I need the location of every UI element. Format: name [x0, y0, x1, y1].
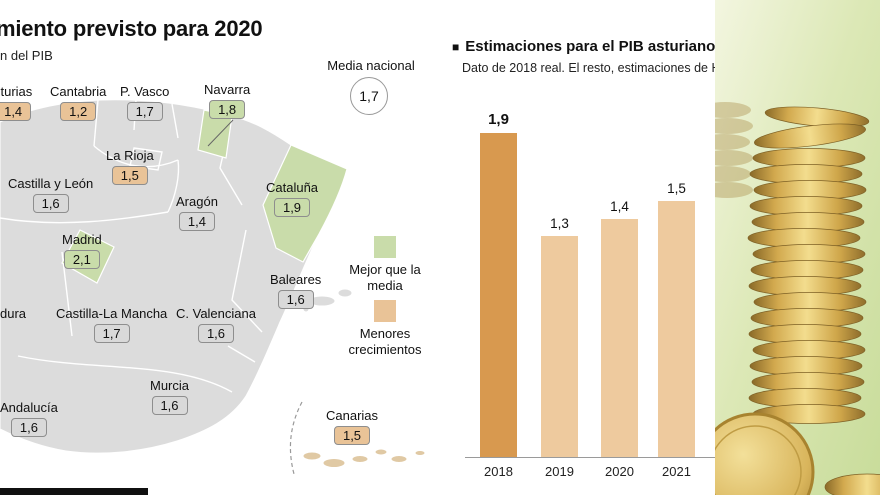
navarra-pointer-line — [207, 119, 234, 147]
region-value-badge: 1,6 — [197, 324, 234, 343]
region-label: dura — [0, 306, 27, 321]
chart-subtitle: Dato de 2018 real. El resto, estimacione… — [462, 61, 763, 75]
bar-2020 — [601, 219, 638, 458]
region-label: Baleares — [270, 272, 322, 287]
bar-group-2021: 1,5 2021 — [656, 110, 697, 479]
coin-face — [715, 412, 815, 495]
region-label: P. Vasco — [120, 84, 170, 99]
legend-better-label: Mejor que la media — [349, 262, 421, 293]
bar-2019 — [541, 236, 578, 458]
bar-2021 — [658, 201, 695, 458]
region-label: C. Valenciana — [176, 306, 256, 321]
bar-group-2019: 1,3 2019 — [539, 110, 580, 479]
region-aragon: Aragón 1,4 — [176, 194, 218, 231]
region-extremadura: dura — [0, 306, 26, 321]
region-cantabria: Cantabria 1,2 — [50, 84, 106, 121]
chart-title: ■ Estimaciones para el PIB asturiano — [452, 38, 715, 55]
bar-value-label: 1,4 — [610, 199, 629, 214]
bottom-edge-bar — [0, 488, 148, 495]
bar-value-label: 1,3 — [550, 216, 569, 231]
region-value-badge: 1,5 — [111, 166, 148, 185]
region-murcia: Murcia 1,6 — [150, 378, 189, 415]
region-pvasco: P. Vasco 1,7 — [120, 84, 169, 121]
region-larioja: La Rioja 1,5 — [106, 148, 154, 185]
bar-group-2018: 1,9 2018 — [478, 110, 519, 479]
national-average-value: 1,7 — [350, 77, 388, 115]
region-asturias: sturias 1,4 — [0, 84, 32, 121]
region-label: Canarias — [326, 408, 379, 423]
region-value-badge: 1,6 — [151, 396, 188, 415]
bar-value-label: 1,9 — [488, 111, 509, 128]
coin-stack — [747, 106, 880, 495]
region-madrid: Madrid 2,1 — [62, 232, 102, 269]
canarias-inset-divider — [289, 401, 303, 475]
region-label: Castilla-La Mancha — [56, 306, 168, 321]
region-label: Aragón — [176, 194, 218, 209]
section-bullet-icon: ■ — [452, 40, 460, 54]
legend-green-swatch — [374, 236, 396, 258]
region-value-badge: 1,8 — [209, 100, 246, 119]
page-subtitle: n del PIB — [0, 48, 53, 63]
region-label: Cataluña — [266, 180, 319, 195]
bar-chart: 1,9 2018 1,3 2019 1,4 2020 1,5 2021 — [453, 110, 723, 479]
region-label: La Rioja — [106, 148, 154, 163]
national-average-label: Media nacional — [327, 58, 415, 73]
region-value-badge: 1,9 — [274, 198, 311, 217]
region-castillayleon: Castilla y León 1,6 — [8, 176, 93, 213]
region-value-badge: 1,6 — [32, 194, 69, 213]
x-axis-line — [465, 457, 721, 458]
blurred-coin-stack — [715, 102, 753, 198]
region-canarias: Canarias 1,5 — [326, 408, 378, 445]
region-value-badge: 1,5 — [334, 426, 371, 445]
bar-group-2020: 1,4 2020 — [599, 110, 640, 479]
region-value-badge: 2,1 — [63, 250, 100, 269]
region-value-badge: 1,4 — [0, 102, 32, 121]
region-cvalenciana: C. Valenciana 1,6 — [176, 306, 256, 343]
chart-title-text: Estimaciones para el PIB asturiano — [465, 38, 716, 55]
coins-photo-art — [715, 0, 880, 495]
region-value-badge: 1,7 — [126, 102, 163, 121]
x-axis-tick-label: 2021 — [662, 464, 691, 479]
region-value-badge: 1,2 — [60, 102, 97, 121]
legend-tan-swatch — [374, 300, 396, 322]
coins-photo — [715, 0, 880, 495]
region-label: Cantabria — [50, 84, 107, 99]
x-axis-tick-label: 2020 — [605, 464, 634, 479]
region-value-badge: 1,6 — [277, 290, 314, 309]
region-cataluna: Cataluña 1,9 — [266, 180, 318, 217]
bar-value-label: 1,5 — [667, 181, 686, 196]
bar-2018 — [480, 133, 517, 458]
x-axis-tick-label: 2018 — [484, 464, 513, 479]
region-castillalamancha: Castilla-La Mancha 1,7 — [56, 306, 167, 343]
region-label: Andalucía — [0, 400, 58, 415]
x-axis-tick-label: 2019 — [545, 464, 574, 479]
region-label: sturias — [0, 84, 33, 99]
page-title: miento previsto para 2020 — [0, 16, 263, 41]
legend-worse-label: Menores crecimientos — [348, 326, 422, 357]
region-label: Murcia — [150, 378, 190, 393]
region-label: Madrid — [62, 232, 102, 247]
baleares-islands — [302, 288, 353, 313]
canarias-islands — [302, 448, 426, 468]
region-navarra: Navarra 1,8 — [204, 82, 250, 119]
region-andalucia: Andalucía 1,6 — [0, 400, 58, 437]
region-label: Castilla y León — [8, 176, 94, 191]
region-label: Navarra — [204, 82, 251, 97]
region-baleares: Baleares 1,6 — [270, 272, 321, 309]
region-value-badge: 1,7 — [93, 324, 130, 343]
region-value-badge: 1,6 — [10, 418, 47, 437]
region-value-badge: 1,4 — [178, 212, 215, 231]
